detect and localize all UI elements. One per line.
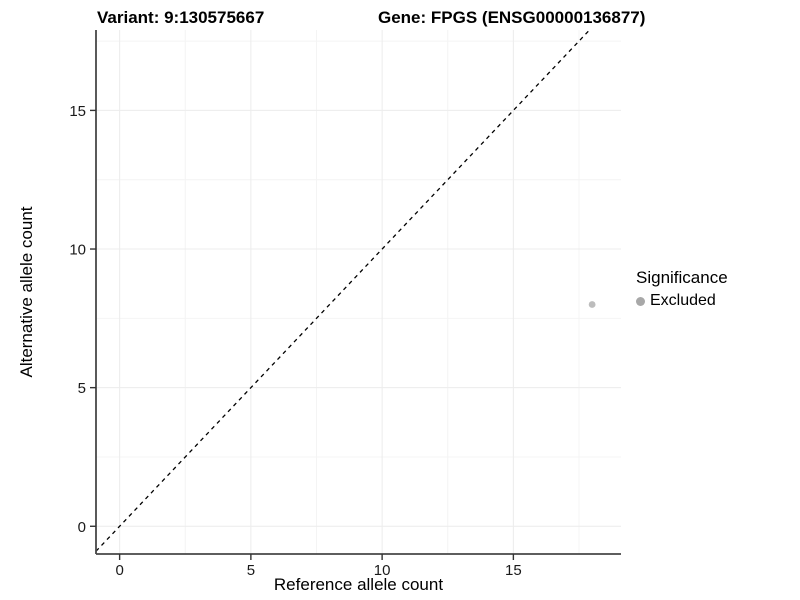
y-tick-label: 15: [69, 103, 86, 120]
y-axis-title: Alternative allele count: [17, 206, 36, 378]
data-point: [588, 301, 596, 308]
y-tick-label: 5: [78, 380, 86, 397]
legend-key-dot: [636, 296, 645, 306]
x-axis-title: Reference allele count: [273, 575, 444, 594]
gene-title: Gene: FPGS (ENSG00000136877): [378, 8, 646, 27]
x-tick-label: 10: [374, 562, 391, 579]
legend-entry: Excluded: [636, 292, 728, 310]
variant-title: Variant: 9:130575667: [97, 8, 265, 27]
y-tick-label: 0: [78, 519, 86, 536]
x-tick-label: 15: [505, 562, 522, 579]
x-tick-label: 5: [247, 562, 255, 579]
x-tick-label: 0: [115, 562, 123, 579]
legend-entry-label: Excluded: [650, 292, 716, 309]
y-tick-label: 10: [69, 242, 86, 259]
legend: Significance Excluded: [636, 268, 728, 310]
identity-line: [95, 29, 590, 552]
legend-title: Significance: [636, 268, 728, 287]
